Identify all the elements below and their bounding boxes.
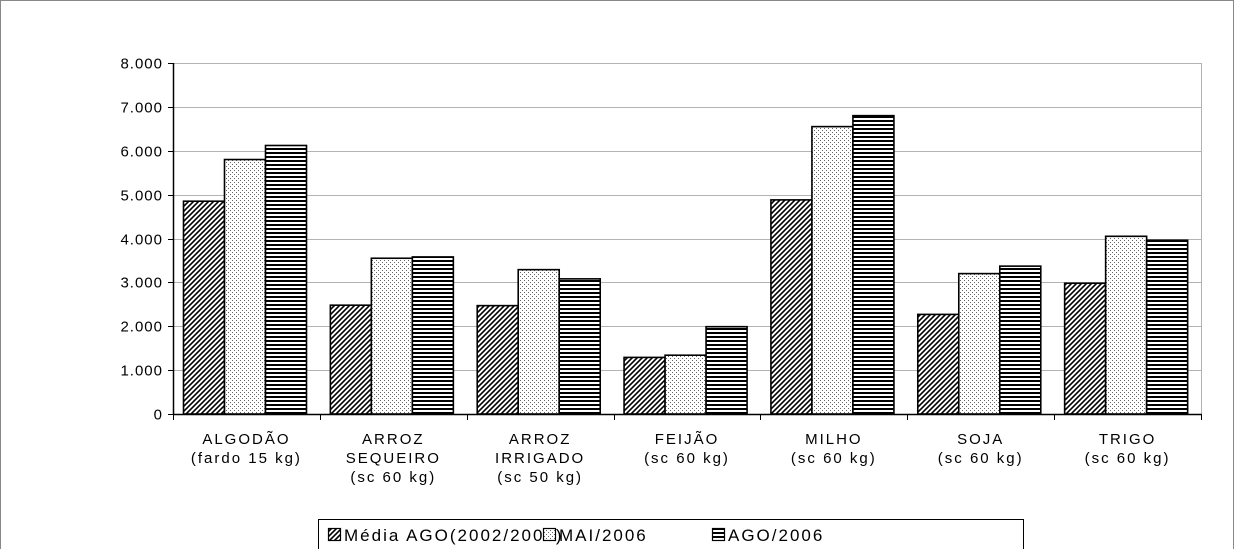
bar-diagonal-hatch (182, 200, 226, 415)
bar-horizontal-lines (264, 144, 308, 415)
x-tick-label: ALGODÃO (fardo 15 kg) (191, 431, 302, 467)
bar-dots (664, 354, 707, 415)
bar-dots (370, 257, 414, 415)
x-tick-label: ARROZ IRRIGADO (sc 50 kg) (495, 431, 585, 486)
legend-label: AGO/2006 (728, 526, 824, 545)
y-tick-label: 5.000 (120, 188, 163, 205)
bar-horizontal-lines (1145, 239, 1189, 415)
y-tick-label: 6.000 (120, 144, 163, 161)
legend-swatch (327, 527, 342, 542)
bar-horizontal-lines (705, 325, 748, 415)
x-tick-labels: ALGODÃO (fardo 15 kg) ARROZ SEQUEIRO (sc 60 … (191, 431, 1171, 486)
bar-dots (517, 268, 561, 415)
legend-label: MAI/2006 (559, 526, 648, 545)
bar-horizontal-lines (852, 114, 895, 415)
y-tick-label: 2.000 (120, 319, 163, 336)
bar-horizontal-lines (411, 256, 455, 415)
bar-horizontal-lines (558, 278, 602, 415)
x-tick-label: MILHO (sc 60 kg) (791, 431, 877, 467)
legend-swatch (711, 527, 726, 542)
y-tick-label: 7.000 (120, 100, 163, 117)
legend-box (318, 519, 1024, 550)
bars (182, 114, 1189, 415)
legend-swatch (542, 527, 557, 542)
y-tick-label: 4.000 (120, 232, 163, 249)
bar-diagonal-hatch (329, 304, 373, 415)
x-tick-label: TRIGO (sc 60 kg) (1085, 431, 1171, 467)
bar-diagonal-hatch (916, 313, 960, 415)
bar-dots (223, 158, 267, 415)
bar-dots (957, 272, 1001, 415)
y-tick-label: 1.000 (120, 363, 163, 380)
x-tick-label: SOJA (sc 60 kg) (938, 431, 1024, 467)
bar-diagonal-hatch (623, 356, 666, 415)
bar-diagonal-hatch (476, 304, 520, 415)
y-tick-label: 3.000 (120, 275, 163, 292)
bar-horizontal-lines (998, 265, 1042, 415)
y-tick-labels: 0 1.000 2.000 3.000 4.000 5.000 6.000 7.000 8.00… (120, 56, 163, 424)
bar-dots (1104, 235, 1148, 415)
x-tick-label: FEIJÃO (sc 60 kg) (644, 431, 730, 467)
y-tick-label: 8.000 (120, 56, 163, 73)
bar-diagonal-hatch (1063, 282, 1107, 415)
legend: Média AGO(2002/2006)MAI/2006 AGO/2006 (318, 519, 1024, 550)
legend-label: Média AGO(2002/2006) (344, 526, 564, 545)
axes (168, 63, 1202, 420)
x-tick-label: ARROZ SEQUEIRO (sc 60 kg) (346, 431, 441, 486)
bar-dots (811, 125, 854, 415)
y-tick-label: 0 (154, 407, 163, 424)
bar-diagonal-hatch (770, 199, 813, 415)
